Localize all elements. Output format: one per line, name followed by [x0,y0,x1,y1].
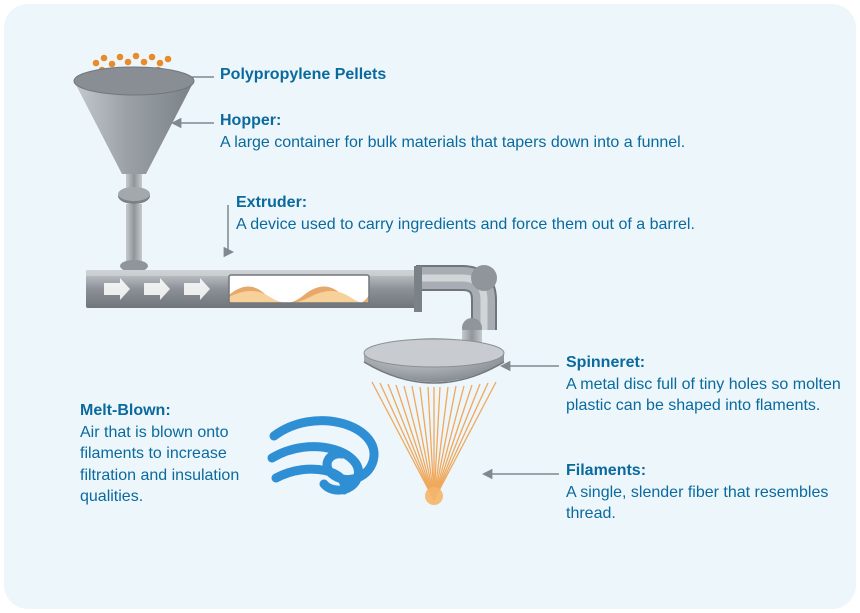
label-spinneret: Spinneret: A metal disc full of tiny hol… [566,352,846,417]
label-extruder: Extruder: A device used to carry ingredi… [236,192,756,235]
label-pellets-title: Polypropylene Pellets [220,66,386,83]
hopper-icon [74,67,194,204]
label-extruder-title: Extruder: [236,194,307,211]
filament-apex-icon [425,487,443,505]
label-filaments-desc: A single, slender fiber that resembles t… [566,484,828,523]
label-spinneret-title: Spinneret: [566,354,645,371]
label-hopper-desc: A large container for bulk materials tha… [220,134,685,151]
label-meltblown-title: Melt-Blown: [80,402,171,419]
vertical-pipe-icon [120,204,148,272]
label-filaments: Filaments: A single, slender fiber that … [566,460,846,525]
label-meltblown-desc: Air that is blown onto filaments to incr… [80,424,239,506]
label-hopper-title: Hopper: [220,112,281,129]
air-swirl-icon [272,421,374,490]
label-spinneret-desc: A metal disc full of tiny holes so molte… [566,376,841,415]
elbow-pipe-icon [414,265,497,330]
infographic-card: Polypropylene Pellets Hopper: A large co… [4,4,856,609]
filaments-icon [372,382,496,500]
extruder-icon [86,270,416,308]
label-extruder-desc: A device used to carry ingredients and f… [236,216,695,233]
label-pellets: Polypropylene Pellets [220,64,520,86]
label-meltblown: Melt-Blown: Air that is blown onto filam… [80,400,270,508]
arrow-extruder [228,205,232,252]
label-filaments-title: Filaments: [566,462,646,479]
label-hopper: Hopper: A large container for bulk mater… [220,110,760,153]
